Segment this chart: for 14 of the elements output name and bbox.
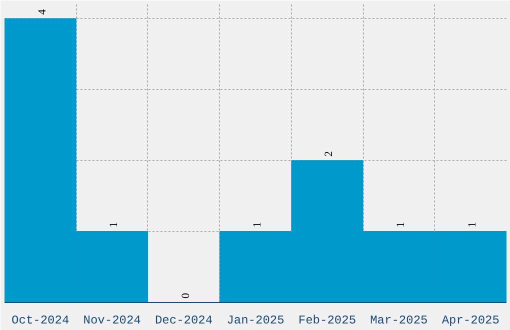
x-tick-label: Oct-2024 <box>12 314 70 328</box>
data-label: 4 <box>36 8 48 15</box>
x-tick-label: Dec-2024 <box>154 314 213 328</box>
data-label: 2 <box>323 151 336 157</box>
x-tick-label: Feb-2025 <box>298 314 356 328</box>
x-tick-label: Mar-2025 <box>370 314 428 328</box>
data-label: 1 <box>108 222 120 228</box>
x-tick-label: Apr-2025 <box>442 314 500 328</box>
x-tick-label: Nov-2024 <box>83 314 141 328</box>
data-label: 1 <box>252 222 264 228</box>
data-label: 1 <box>394 222 407 228</box>
x-tick-label: Jan-2025 <box>226 314 284 328</box>
data-label: 1 <box>466 222 479 228</box>
data-label: 0 <box>180 292 192 298</box>
